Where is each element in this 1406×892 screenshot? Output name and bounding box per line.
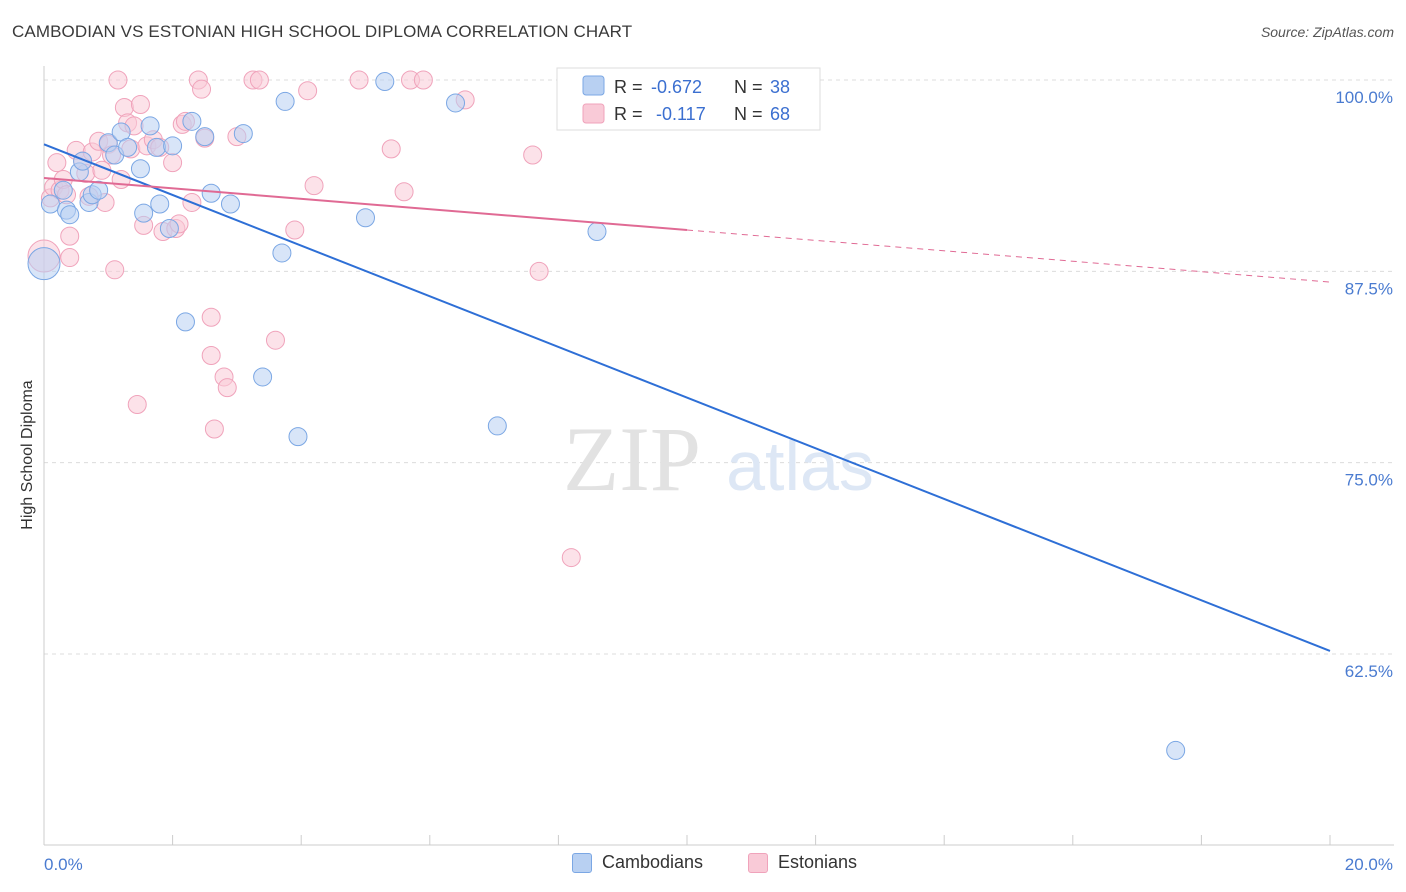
legend-r-label-estonians: R = xyxy=(614,104,648,124)
cambodians-point-22 xyxy=(182,111,202,131)
estonians-point-58 xyxy=(413,70,433,90)
trend-lines xyxy=(43,143,1331,652)
legend-label-cambodians: Cambodians xyxy=(602,852,704,872)
y-tick-label-3: 62.5% xyxy=(1345,662,1393,681)
estonians-point-8 xyxy=(60,248,80,268)
estonians-point-49 xyxy=(249,70,269,90)
y-tick-label-1: 87.5% xyxy=(1345,279,1393,298)
legend-swatch-estonians xyxy=(582,103,605,124)
stats-legend: R = -0.672 N = 38 R = -0.117 N = 68 xyxy=(556,67,821,131)
estonians-point-56 xyxy=(394,182,414,202)
cambodians-point-30 xyxy=(288,427,308,447)
estonians-point-62 xyxy=(561,548,581,568)
estonians-point-43 xyxy=(201,307,221,327)
cambodians-point-20 xyxy=(163,136,183,156)
estonians-trend-line-extension xyxy=(686,229,1331,283)
watermark-atlas: atlas xyxy=(726,427,874,505)
cambodians-point-14 xyxy=(130,159,150,179)
estonians-point-7 xyxy=(60,226,80,246)
legend-r-value-estonians: -0.117 xyxy=(651,104,706,124)
cambodians-point-24 xyxy=(201,183,221,203)
cambodians-point-28 xyxy=(272,243,292,263)
legend-swatch-cambodians xyxy=(582,75,605,96)
cambodians-point-26 xyxy=(233,124,253,144)
cambodians-point-18 xyxy=(150,194,170,214)
cambodians-point-32 xyxy=(375,72,395,92)
cambodians-point-21 xyxy=(175,312,195,332)
cambodians-point-4 xyxy=(60,205,80,225)
y-tick-label-2: 75.0% xyxy=(1345,471,1393,490)
x-tick-labels: 0.0% 20.0% xyxy=(44,855,1393,874)
cambodians-point-13 xyxy=(118,137,138,157)
legend-n-label-cambodians: N = xyxy=(734,77,768,97)
estonians-point-40 xyxy=(192,79,212,99)
watermark: ZIP atlas xyxy=(563,408,874,510)
estonians-point-3 xyxy=(47,153,67,173)
cambodians-point-9 xyxy=(89,180,109,200)
estonians-point-50 xyxy=(265,330,285,350)
series-legend: Cambodians Estonians xyxy=(0,850,1406,878)
cambodians-point-35 xyxy=(587,222,607,242)
cambodians-point-1 xyxy=(40,194,60,214)
cambodians-point-23 xyxy=(195,127,215,147)
cambodians-point-31 xyxy=(356,208,375,228)
estonians-point-19 xyxy=(105,260,125,280)
legend-r-label-cambodians: R = xyxy=(614,77,648,97)
legend-swatch-cambodians-bottom xyxy=(572,852,592,873)
cambodians-point-29 xyxy=(275,91,295,111)
cambodians-point-6 xyxy=(73,151,93,171)
estonians-point-55 xyxy=(381,139,401,159)
estonians-point-26 xyxy=(127,395,147,415)
legend-item-estonians[interactable]: Estonians xyxy=(748,852,857,873)
cambodians-point-17 xyxy=(147,137,167,157)
legend-label-estonians: Estonians xyxy=(778,852,858,872)
estonians-point-61 xyxy=(529,261,549,281)
cambodians-point-33 xyxy=(446,93,466,113)
cambodians-trend-line xyxy=(43,143,1331,652)
source-label: Source: ZipAtlas.com xyxy=(1260,24,1394,40)
estonians-trend-line xyxy=(43,176,688,232)
estonians-point-60 xyxy=(523,145,543,165)
cambodians-point-2 xyxy=(53,180,73,200)
y-tick-label-0: 100.0% xyxy=(1335,88,1393,107)
chart-title: CAMBODIAN VS ESTONIAN HIGH SCHOOL DIPLOM… xyxy=(12,22,633,41)
legend-r-value-cambodians: -0.672 xyxy=(651,77,702,97)
legend-swatch-estonians-bottom xyxy=(748,852,768,873)
estonians-point-20 xyxy=(108,70,128,90)
estonians-point-53 xyxy=(304,176,324,196)
series-cambodians-points xyxy=(27,72,1186,760)
cambodians-point-36 xyxy=(1166,740,1186,760)
cambodians-point-27 xyxy=(253,367,273,387)
cambodians-point-16 xyxy=(140,116,160,136)
y-tick-labels: 100.0% 87.5% 75.0% 62.5% xyxy=(1335,88,1393,681)
watermark-zip: ZIP xyxy=(563,408,701,510)
legend-n-value-cambodians: 38 xyxy=(770,77,790,97)
estonians-point-44 xyxy=(204,419,224,439)
cambodians-point-19 xyxy=(159,218,179,238)
gridlines xyxy=(44,79,1394,655)
x-tick-label-max: 20.0% xyxy=(1345,855,1393,874)
cambodians-point-25 xyxy=(220,194,240,214)
estonians-point-51 xyxy=(285,220,305,240)
legend-item-cambodians[interactable]: Cambodians xyxy=(572,852,703,873)
cambodians-point-34 xyxy=(487,416,507,436)
estonians-point-22 xyxy=(114,98,134,118)
cambodians-point-0 xyxy=(27,247,61,281)
estonians-point-52 xyxy=(298,81,318,101)
legend-n-value-estonians: 68 xyxy=(770,104,790,124)
estonians-point-42 xyxy=(201,346,221,366)
cambodians-point-15 xyxy=(134,203,154,223)
estonians-point-54 xyxy=(349,70,369,90)
legend-n-label-estonians: N = xyxy=(734,104,768,124)
estonians-point-46 xyxy=(217,378,237,398)
axes xyxy=(43,66,1394,846)
x-tick-label-min: 0.0% xyxy=(44,855,83,874)
estonians-point-33 xyxy=(163,153,183,173)
estonians-point-27 xyxy=(130,94,150,114)
